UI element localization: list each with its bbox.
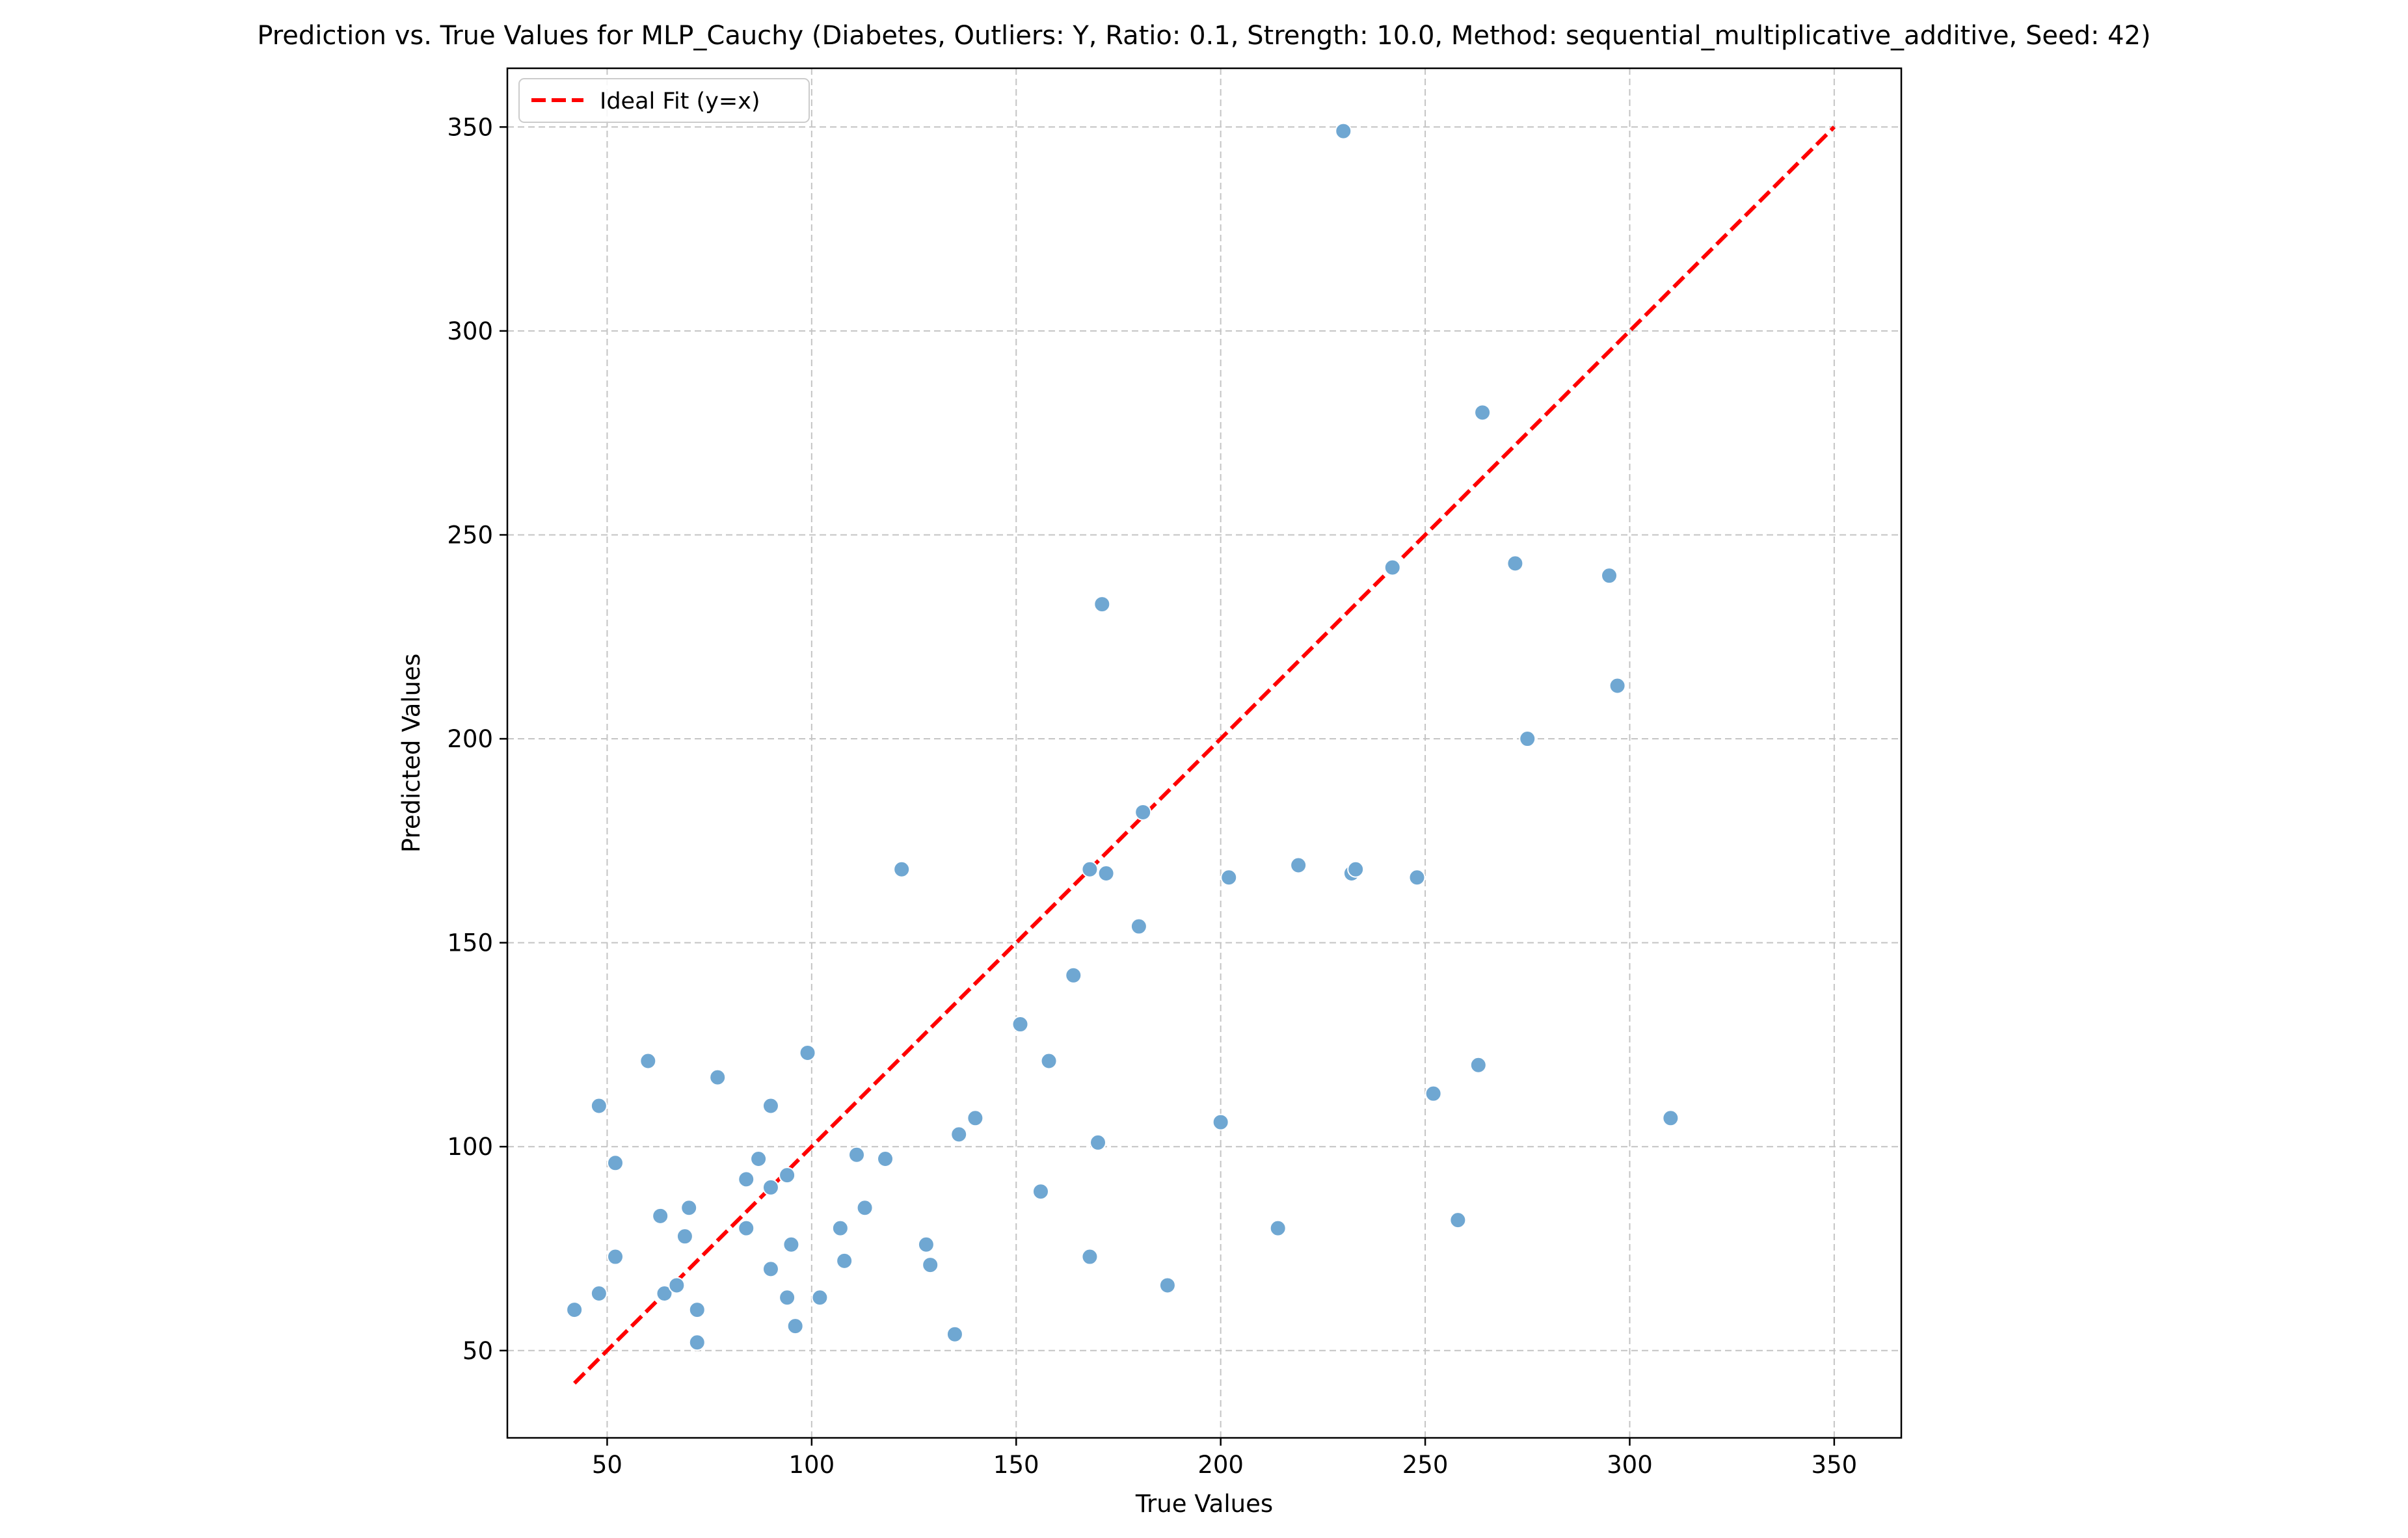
- scatter-point: [688, 1334, 706, 1351]
- scatter-point: [1065, 966, 1082, 984]
- scatter-point: [1290, 856, 1307, 874]
- legend-label: Ideal Fit (y=x): [600, 88, 760, 114]
- scatter-point: [946, 1325, 963, 1343]
- scatter-point: [607, 1248, 624, 1266]
- y-tick-label: 50: [462, 1337, 493, 1365]
- scatter-point: [779, 1167, 796, 1184]
- scatter-point: [1506, 555, 1524, 572]
- scatter-point: [1474, 404, 1492, 421]
- scatter-point: [1601, 567, 1618, 585]
- scatter-point: [831, 1219, 849, 1237]
- scatter-point: [848, 1146, 866, 1163]
- scatter-point: [950, 1126, 968, 1143]
- grid-lines: [507, 68, 1901, 1438]
- scatter-point: [656, 1284, 673, 1302]
- scatter-point: [676, 1228, 693, 1245]
- scatter-point: [1090, 1134, 1107, 1151]
- scatter-point: [709, 1068, 727, 1086]
- scatter-point: [1040, 1052, 1058, 1070]
- scatter-point: [1469, 1056, 1487, 1074]
- legend: Ideal Fit (y=x): [518, 78, 810, 123]
- scatter-point: [738, 1219, 755, 1237]
- y-tick-label: 250: [447, 521, 493, 549]
- scatter-point: [1158, 1277, 1176, 1294]
- y-tick-label: 150: [447, 929, 493, 957]
- scatter-point: [1212, 1113, 1229, 1131]
- scatter-point: [762, 1260, 779, 1278]
- x-tick-label: 200: [1197, 1451, 1244, 1479]
- scatter-point: [639, 1052, 657, 1070]
- y-tick-label: 350: [447, 113, 493, 141]
- scatter-point: [607, 1154, 624, 1172]
- scatter-point: [1425, 1085, 1442, 1102]
- x-tick-label: 300: [1607, 1451, 1653, 1479]
- legend-box: [518, 78, 810, 123]
- scatter-point: [1347, 860, 1365, 878]
- x-axis: 50 100 150 200 250 300 350: [592, 1438, 1857, 1479]
- scatter-point: [786, 1318, 804, 1335]
- scatter-point: [762, 1097, 779, 1115]
- scatter-point: [893, 860, 911, 878]
- x-axis-label: True Values: [1135, 1490, 1273, 1518]
- scatter-point: [1609, 677, 1626, 695]
- scatter-point: [1081, 860, 1099, 878]
- scatter-point: [836, 1252, 853, 1269]
- scatter-point: [1011, 1016, 1029, 1033]
- scatter-point: [922, 1256, 939, 1274]
- scatter-point: [680, 1199, 698, 1217]
- y-tick-label: 300: [447, 317, 493, 345]
- data-points: [566, 122, 1679, 1351]
- x-tick-label: 100: [789, 1451, 835, 1479]
- x-tick-label: 150: [993, 1451, 1039, 1479]
- scatter-point: [917, 1236, 935, 1253]
- scatter-point: [566, 1301, 583, 1319]
- scatter-point: [1097, 865, 1115, 882]
- scatter-point: [1134, 803, 1152, 821]
- scatter-point: [1335, 122, 1352, 140]
- scatter-point: [783, 1236, 800, 1253]
- scatter-point: [1269, 1219, 1287, 1237]
- scatter-point: [811, 1289, 829, 1306]
- scatter-point: [688, 1301, 706, 1319]
- scatter-point: [652, 1207, 669, 1225]
- x-tick-label: 250: [1402, 1451, 1449, 1479]
- scatter-point: [1032, 1183, 1049, 1200]
- scatter-point: [799, 1044, 816, 1061]
- scatter-point: [856, 1199, 874, 1217]
- scatter-point: [738, 1171, 755, 1188]
- plot-frame: [506, 67, 1903, 1439]
- scatter-point: [1081, 1248, 1099, 1266]
- scatter-point: [1220, 869, 1238, 886]
- scatter-point: [668, 1277, 686, 1294]
- scatter-point: [1384, 559, 1401, 576]
- y-axis: 50 100 150 200 250 300 350: [447, 113, 507, 1365]
- scatter-point: [1662, 1109, 1679, 1127]
- x-tick-label: 350: [1812, 1451, 1858, 1479]
- scatter-point: [779, 1289, 796, 1306]
- scatter-point: [1519, 730, 1536, 748]
- scatter-point: [762, 1178, 779, 1196]
- scatter-point: [1093, 596, 1111, 613]
- scatter-point: [877, 1150, 894, 1168]
- y-axis-label: Predicted Values: [397, 654, 425, 853]
- scatter-point: [590, 1284, 608, 1302]
- y-tick-label: 200: [447, 725, 493, 753]
- chart-title: Prediction vs. True Values for MLP_Cauch…: [257, 21, 2150, 51]
- scatter-point: [1449, 1212, 1467, 1229]
- scatter-point: [590, 1097, 608, 1115]
- x-tick-label: 50: [592, 1451, 622, 1479]
- y-tick-label: 100: [447, 1133, 493, 1161]
- scatter-point: [1130, 918, 1147, 935]
- scatter-point: [1408, 869, 1426, 886]
- scatter-point: [967, 1109, 984, 1127]
- scatter-point: [750, 1150, 768, 1168]
